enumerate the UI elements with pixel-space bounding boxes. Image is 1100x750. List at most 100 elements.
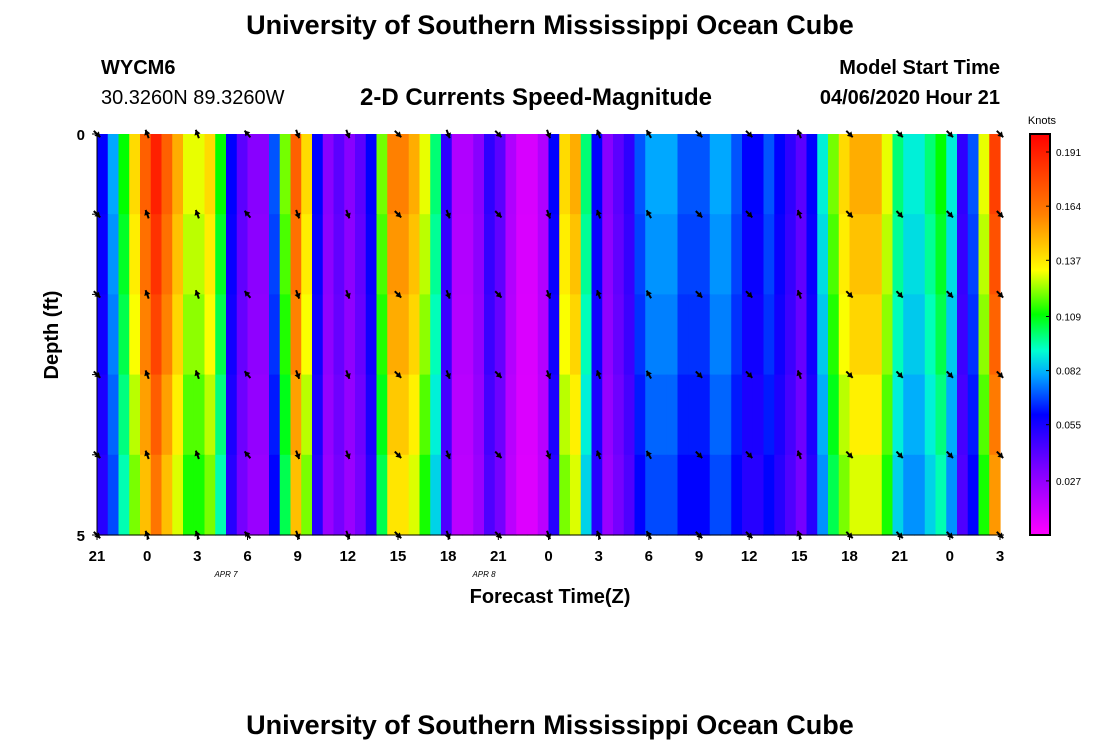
current-arrow	[996, 290, 1004, 299]
heatmap-cell	[505, 454, 517, 536]
heatmap-cell	[408, 374, 421, 456]
heatmap-cell	[978, 294, 990, 376]
heatmap-cell	[344, 374, 356, 456]
heatmap-cell	[742, 214, 754, 295]
heatmap-cell	[645, 454, 657, 536]
heatmap-cell	[849, 454, 861, 536]
heatmap-cell	[516, 134, 528, 215]
heatmap-cell	[623, 454, 636, 536]
heatmap-cell	[559, 454, 571, 536]
heatmap-cell	[602, 294, 614, 376]
heatmap-cell	[935, 294, 947, 376]
heatmap-cell	[473, 134, 485, 215]
heatmap-cell	[613, 214, 625, 295]
heatmap-cell	[860, 294, 872, 376]
current-arrow	[494, 130, 503, 138]
heatmap-cell	[849, 294, 861, 376]
heatmap-cell	[484, 374, 496, 456]
heatmap-cell	[935, 374, 947, 456]
heatmap-cell	[795, 214, 808, 295]
heatmap-cell	[881, 294, 894, 376]
heatmap-cell	[204, 374, 216, 456]
current-arrow	[645, 129, 652, 139]
heatmap-cell	[935, 214, 947, 295]
heatmap-cell	[785, 214, 797, 295]
heatmap-cell	[838, 214, 851, 295]
x-tick-label: 6	[645, 548, 653, 565]
heatmap-cell	[172, 454, 184, 536]
heatmap-cell	[451, 214, 464, 295]
date-label: APR 7	[213, 570, 238, 579]
heatmap-cell	[312, 214, 324, 295]
heatmap-cell	[623, 294, 636, 376]
heatmap-cell	[742, 374, 754, 456]
heatmap-cell	[301, 134, 313, 215]
heatmap-cell	[677, 454, 689, 536]
current-arrow	[745, 450, 754, 459]
heatmap-cell	[430, 134, 442, 215]
heatmap-cell	[398, 454, 410, 536]
heatmap-cell	[150, 214, 163, 295]
x-tick-label: 12	[741, 548, 758, 565]
heatmap-cell	[570, 134, 582, 215]
heatmap-cell	[602, 134, 614, 215]
heatmap-cell	[430, 294, 442, 376]
heatmap-cell	[344, 454, 356, 536]
heatmap-cell	[355, 454, 367, 536]
heatmap-cell	[150, 294, 163, 376]
heatmap-cell	[290, 214, 302, 295]
heatmap-cell	[720, 294, 732, 376]
heatmap-cell	[376, 454, 388, 536]
heatmap-cell	[107, 134, 120, 215]
heatmap-cell	[430, 214, 442, 295]
heatmap-cell	[817, 294, 829, 376]
current-arrow	[895, 290, 904, 299]
heatmap-cell	[924, 374, 937, 456]
heatmap-cell	[290, 454, 302, 536]
heatmap-cell	[828, 374, 840, 456]
heatmap-cell	[322, 374, 335, 456]
model-start-value: 04/06/2020 Hour 21	[819, 87, 1000, 109]
heatmap-cell	[849, 134, 861, 215]
heatmap-cell	[279, 454, 292, 536]
heatmap-cell	[484, 214, 496, 295]
heatmap-cell	[591, 134, 603, 215]
heatmap-cell	[107, 374, 120, 456]
current-arrow	[996, 370, 1004, 379]
current-arrow	[545, 129, 552, 139]
heatmap-cell	[634, 134, 646, 215]
heatmap-cell	[967, 134, 980, 215]
heatmap-cell	[903, 294, 915, 376]
heatmap-cell	[258, 134, 270, 215]
current-arrow	[545, 289, 552, 299]
heatmap-cell	[752, 214, 765, 295]
heatmap-cell	[785, 294, 797, 376]
heatmap-cell	[494, 374, 507, 456]
current-arrow	[645, 290, 652, 299]
heatmap-cell	[774, 374, 786, 456]
current-arrow	[144, 370, 151, 380]
heatmap-cell	[441, 294, 453, 376]
current-arrow	[996, 130, 1004, 138]
heatmap-cell	[236, 294, 249, 376]
heatmap-cell	[699, 134, 711, 215]
heatmap-cell	[269, 134, 281, 215]
current-arrow	[695, 210, 703, 219]
heatmap-cell	[527, 214, 539, 295]
heatmap-cell	[537, 294, 550, 376]
heatmap-cell	[720, 214, 732, 295]
heatmap-cell	[376, 294, 388, 376]
heatmap-cell	[312, 374, 324, 456]
heatmap-cell	[301, 294, 313, 376]
current-arrow	[895, 450, 904, 459]
heatmap-cell	[408, 294, 421, 376]
heatmap-cell	[591, 294, 603, 376]
heatmap-cell	[193, 374, 206, 456]
heatmap-cell	[247, 454, 259, 536]
heatmap-cell	[269, 214, 281, 295]
heatmap-cell	[193, 294, 206, 376]
heatmap-cell	[118, 294, 130, 376]
heatmap-cell	[462, 454, 474, 536]
heatmap-cell	[656, 294, 668, 376]
heatmap-cell	[129, 214, 141, 295]
